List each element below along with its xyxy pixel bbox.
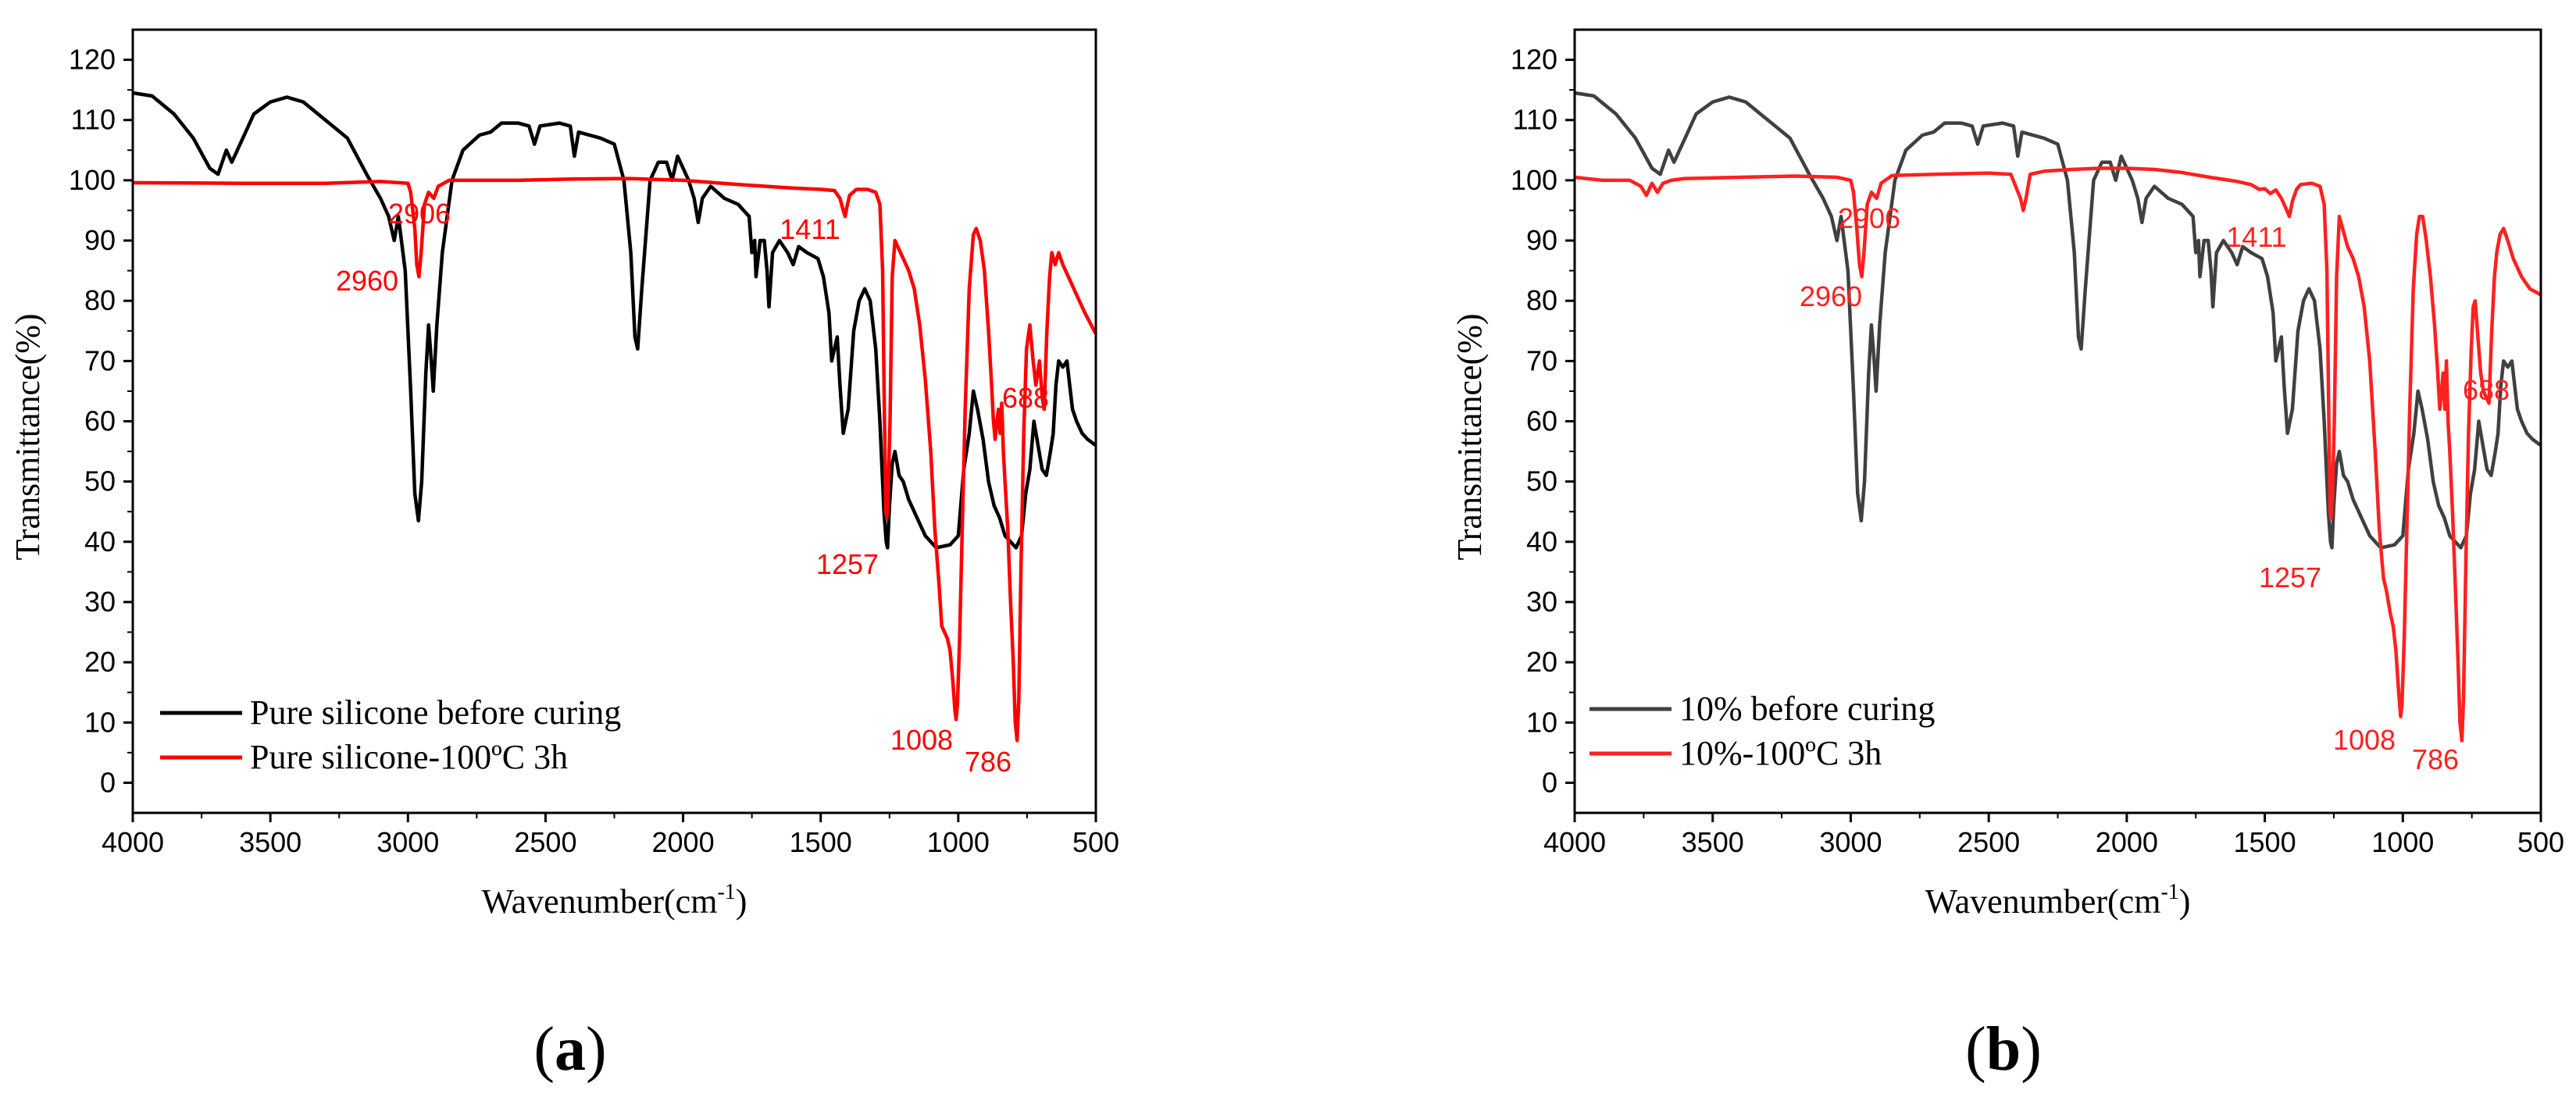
- x-tick-label: 2000: [652, 826, 715, 858]
- y-tick-label: 120: [69, 44, 116, 76]
- x-axis-title: Wavenumber(cm-1): [482, 880, 747, 921]
- y-tick-label: 50: [84, 465, 116, 497]
- x-tick-label: 2500: [1957, 826, 2020, 858]
- x-tick-label: 3500: [1682, 826, 1744, 858]
- y-tick-label: 70: [1526, 344, 1557, 376]
- peak-label-2906: 2906: [1838, 202, 1900, 234]
- series-line-cured: [132, 176, 1097, 743]
- peak-label-688: 688: [2463, 374, 2510, 406]
- peak-label-1008: 1008: [2333, 724, 2396, 756]
- y-tick-label: 100: [1511, 164, 1557, 196]
- y-axis-title: Transmittance(%): [1450, 313, 1489, 560]
- panel-label: (b): [1965, 1015, 2042, 1084]
- peak-label-786: 786: [965, 746, 1011, 778]
- y-tick-label: 10: [84, 706, 116, 738]
- peak-label-1411: 1411: [780, 213, 840, 245]
- y-tick-label: 110: [1513, 104, 1557, 136]
- x-tick-label: 1000: [927, 826, 990, 858]
- legend-label: 10%-100ºC 3h: [1679, 734, 1882, 772]
- peak-label-2960: 2960: [1800, 280, 1862, 312]
- y-tick-label: 40: [84, 526, 116, 558]
- series-line-before-curing: [1574, 91, 2542, 550]
- x-tick-label: 1000: [2371, 826, 2434, 858]
- peak-label-688: 688: [1002, 382, 1049, 414]
- x-tick-label: 1500: [2234, 826, 2296, 858]
- x-tick-label: 3000: [1819, 826, 1882, 858]
- series-line-cured: [1574, 166, 2542, 743]
- x-tick-label: 4000: [1543, 826, 1606, 858]
- x-tick-label: 500: [2517, 826, 2564, 858]
- y-tick-label: 60: [84, 405, 116, 437]
- y-tick-label: 0: [1542, 766, 1557, 798]
- x-tick-label: 500: [1072, 826, 1119, 858]
- peak-label-786: 786: [2412, 743, 2459, 775]
- y-tick-label: 80: [84, 284, 116, 316]
- peak-label-1257: 1257: [816, 548, 879, 580]
- y-tick-label: 0: [100, 766, 116, 798]
- peak-label-2960: 2960: [336, 265, 398, 297]
- y-axis-title: Transmittance(%): [9, 313, 47, 560]
- y-tick-label: 120: [1511, 44, 1557, 76]
- y-tick-label: 60: [1526, 405, 1557, 437]
- x-tick-label: 2000: [2096, 826, 2158, 858]
- x-tick-label: 3000: [376, 826, 439, 858]
- legend-label: 10% before curing: [1679, 690, 1935, 728]
- x-tick-label: 2500: [514, 826, 576, 858]
- panel-label: (a): [533, 1015, 606, 1084]
- y-tick-label: 90: [84, 224, 116, 256]
- y-tick-label: 10: [1526, 706, 1557, 738]
- x-tick-label: 4000: [102, 826, 164, 858]
- x-tick-label: 1500: [790, 826, 852, 858]
- y-tick-label: 70: [84, 344, 116, 376]
- peak-label-2906: 2906: [388, 198, 451, 230]
- y-tick-label: 30: [1526, 586, 1557, 618]
- y-tick-label: 90: [1526, 224, 1557, 256]
- y-tick-label: 20: [84, 646, 116, 678]
- legend-label: Pure silicone before curing: [250, 693, 621, 732]
- y-tick-label: 50: [1526, 465, 1557, 497]
- y-tick-label: 80: [1526, 284, 1557, 316]
- series-line-before-curing: [132, 91, 1097, 550]
- y-tick-label: 110: [71, 104, 116, 136]
- y-tick-label: 20: [1526, 646, 1557, 678]
- y-tick-label: 30: [84, 586, 116, 618]
- chart-panel-a: 4000 3500 3000 2500 2000 1500 1000 500 0 10 20 30 40…: [9, 28, 1119, 1084]
- chart-panel-b: 4000 3500 3000 2500 2000 1500 1000 500 0 10 20 30 40…: [1450, 28, 2564, 1084]
- peak-label-1008: 1008: [890, 724, 953, 756]
- legend-label: Pure silicone-100ºC 3h: [250, 738, 568, 776]
- x-tick-label: 3500: [239, 826, 301, 858]
- peak-label-1411: 1411: [2226, 221, 2286, 253]
- y-tick-label: 100: [69, 164, 116, 196]
- y-tick-label: 40: [1526, 526, 1557, 558]
- peak-label-1257: 1257: [2259, 561, 2321, 593]
- x-axis-title: Wavenumber(cm-1): [1925, 880, 2191, 921]
